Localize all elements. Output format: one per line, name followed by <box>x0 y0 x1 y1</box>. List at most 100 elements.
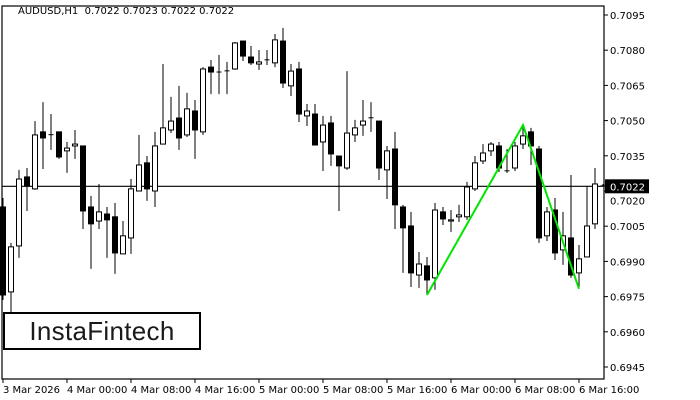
candle <box>440 206 446 226</box>
candle <box>184 92 190 138</box>
candle-body <box>392 148 398 206</box>
candle <box>72 129 78 159</box>
ohlc-readout: 0.7022 0.7023 0.7022 0.7022 <box>84 6 235 17</box>
candle-body <box>424 265 430 281</box>
candle <box>584 185 590 258</box>
plot-border <box>1 5 605 380</box>
price-tick-label: 0.7095 <box>610 11 645 22</box>
candle <box>488 141 494 157</box>
candle-body <box>416 263 422 276</box>
candle-body <box>248 56 254 64</box>
symbol-label: AUDUSD,H1 <box>18 6 79 17</box>
candle <box>208 60 214 95</box>
candle-body <box>520 135 526 145</box>
candle <box>56 131 62 159</box>
candle-body <box>544 211 550 237</box>
current-price-label: 0.7022 <box>610 182 645 193</box>
candle-body <box>320 124 326 143</box>
candle-body <box>584 225 590 258</box>
candle <box>224 61 230 95</box>
candle <box>64 141 70 173</box>
candle-body <box>192 110 198 131</box>
price-tick-label: 0.6945 <box>610 363 645 374</box>
price-tick-label: 0.7020 <box>610 196 645 207</box>
candle <box>328 115 334 166</box>
candle <box>160 64 166 145</box>
candle-body <box>152 145 158 192</box>
candle-body <box>464 186 470 218</box>
time-tick-label: 3 Mar 2026 <box>3 385 60 396</box>
time-axis: 3 Mar 2026 4 Mar 00:00 4 Mar 08:00 4 Mar 16… <box>2 379 639 396</box>
candle-body <box>168 120 174 131</box>
candle <box>192 99 198 159</box>
candle <box>424 256 430 295</box>
candle <box>0 198 6 300</box>
candles <box>0 27 606 340</box>
candle-body <box>240 40 246 57</box>
candle <box>96 183 102 230</box>
candle-body <box>72 143 78 147</box>
candle-body <box>480 152 486 162</box>
candle <box>312 103 318 146</box>
candle <box>480 144 486 165</box>
candle-body <box>312 113 318 146</box>
candle <box>256 49 262 70</box>
candle <box>360 99 366 136</box>
candle-body <box>56 131 62 158</box>
price-tick-label: 0.7050 <box>610 117 645 128</box>
candle-body <box>384 150 390 171</box>
candle-body <box>360 120 366 126</box>
candle-body <box>32 134 38 190</box>
candle-body <box>88 206 94 225</box>
candle <box>320 115 326 172</box>
candle-body <box>376 120 382 169</box>
candle <box>168 96 174 134</box>
time-tick-label: 6 Mar 00:00 <box>451 385 511 396</box>
candle <box>232 41 238 70</box>
candle-body <box>448 219 454 222</box>
candle <box>176 85 182 150</box>
candle <box>272 34 278 68</box>
candle <box>552 198 558 260</box>
candle <box>24 168 30 211</box>
candle-body <box>144 162 150 190</box>
candle <box>368 102 374 132</box>
candle <box>536 145 542 243</box>
candle-body <box>136 164 142 192</box>
candle-body <box>576 258 582 274</box>
candle <box>112 202 118 274</box>
candle-body <box>552 209 558 254</box>
candle-body <box>536 148 542 239</box>
candle <box>600 183 606 187</box>
candle <box>464 181 470 220</box>
candle-body <box>352 127 358 136</box>
candle <box>136 134 142 192</box>
chart-header: AUDUSD,H1 0.7022 0.7023 0.7022 0.7022 <box>18 6 234 17</box>
candle-body <box>272 39 278 64</box>
candle <box>88 195 94 269</box>
candle-body <box>104 213 110 221</box>
plot-frame <box>1 5 605 380</box>
price-tick-label: 0.6990 <box>610 257 645 268</box>
candle <box>280 27 286 88</box>
candle-body <box>288 70 294 87</box>
candle-body <box>0 206 6 296</box>
candle <box>400 204 406 273</box>
candle-body <box>432 209 438 279</box>
candle-body <box>336 155 342 167</box>
candle-body <box>184 108 190 136</box>
candle <box>144 156 150 201</box>
candle <box>248 45 254 65</box>
candle-body <box>296 68 302 115</box>
candle-body <box>128 188 134 239</box>
time-tick-label: 4 Mar 00:00 <box>67 385 127 396</box>
price-axis: 0.7095 0.7080 0.7065 0.7050 0.7035 0.7020 0.70… <box>604 11 649 374</box>
candle-body <box>512 145 518 169</box>
price-tick-label: 0.7005 <box>610 222 645 233</box>
candle <box>520 126 526 149</box>
time-tick-label: 5 Mar 00:00 <box>259 385 319 396</box>
candle-body <box>176 117 182 139</box>
candle <box>80 145 86 230</box>
candle <box>32 121 38 190</box>
candle <box>592 168 598 230</box>
